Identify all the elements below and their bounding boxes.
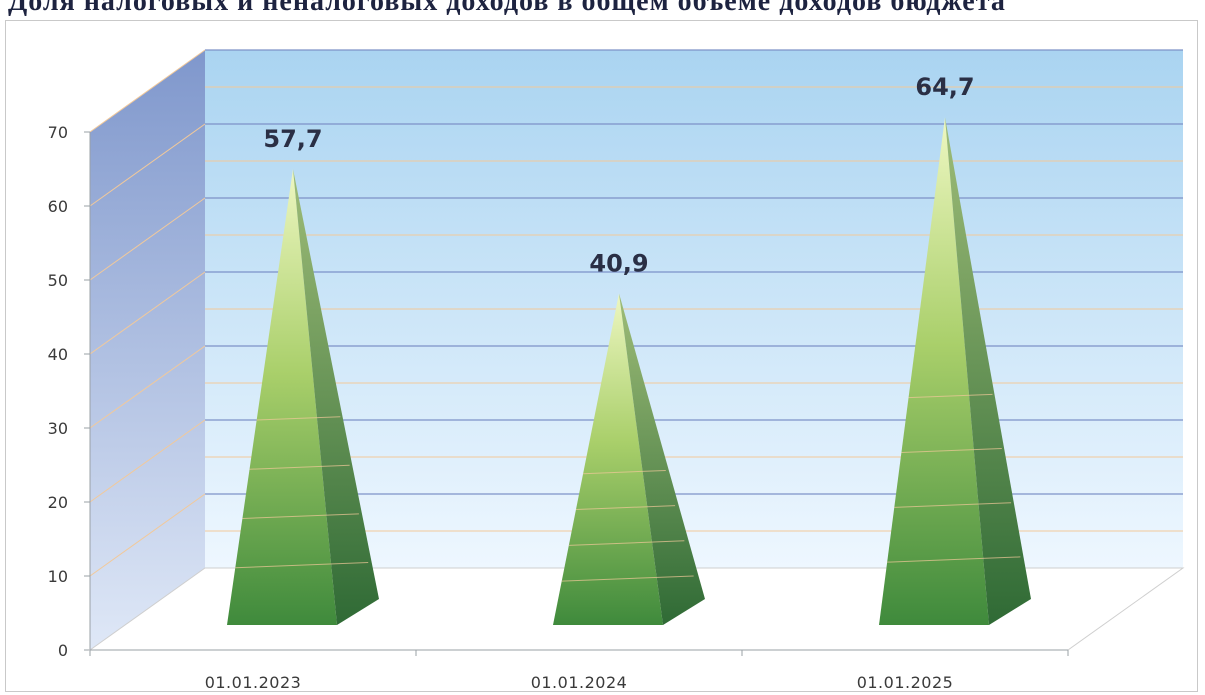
x-tick-label: 01.01.2023 (205, 673, 302, 692)
chart-frame (5, 20, 1198, 692)
y-tick-label: 40 (48, 345, 68, 364)
pyramid-bar (227, 169, 379, 625)
y-tick-label: 50 (48, 271, 68, 290)
gridline-side (89, 271, 206, 355)
pyramid-band (568, 540, 685, 546)
side-wall (90, 50, 205, 650)
y-tick-label: 0 (58, 641, 68, 660)
pyramid-front-face (553, 293, 663, 625)
gridline-side (89, 197, 206, 281)
x-tick-label: 01.01.2025 (857, 673, 954, 692)
gridline-side (89, 123, 206, 207)
y-axis: 0 10 20 30 40 50 60 70 (48, 123, 91, 660)
gridline-side (89, 419, 206, 503)
pyramid-band (894, 502, 1012, 508)
pyramid-side-face (293, 169, 379, 625)
y-tick-label: 60 (48, 197, 68, 216)
x-axis: 01.01.2023 01.01.2024 01.01.2025 (89, 649, 1069, 692)
gridline-side (89, 49, 206, 133)
pyramid-band (561, 575, 694, 582)
pyramid-side-face (619, 293, 705, 625)
pyramid-band (887, 556, 1021, 563)
data-label: 64,7 (915, 73, 974, 101)
pyramid-bar (879, 117, 1031, 625)
gridline-side (89, 345, 206, 429)
pyramid-front-face (879, 117, 989, 625)
title-strip: Доля налоговых и неналоговых доходов в о… (0, 0, 1205, 22)
pyramid-band (242, 513, 359, 520)
data-label: 57,7 (263, 125, 322, 153)
pyramid-side-face (945, 117, 1031, 625)
pyramid-band (256, 416, 341, 421)
data-label: 40,9 (589, 249, 648, 277)
pyramid-band (235, 562, 369, 569)
pyramid-band (908, 393, 993, 399)
y-tick-label: 70 (48, 123, 68, 142)
pyramid-band (575, 505, 676, 511)
y-tick-label: 30 (48, 419, 68, 438)
gridlines (89, 49, 1183, 577)
y-tick-label: 10 (48, 567, 68, 586)
data-labels: 57,7 40,9 64,7 (263, 73, 974, 277)
pyramid-band (901, 448, 1002, 453)
pyramid-series (227, 117, 1031, 625)
pyramid-band (583, 469, 666, 475)
pyramid-bar (553, 293, 705, 625)
gridline-side (89, 493, 206, 577)
chart-title: Доля налоговых и неналоговых доходов в о… (8, 0, 1006, 17)
x-tick-label: 01.01.2024 (531, 673, 628, 692)
pyramid-front-face (227, 169, 337, 625)
pyramid-band (249, 464, 350, 470)
y-tick-label: 20 (48, 493, 68, 512)
